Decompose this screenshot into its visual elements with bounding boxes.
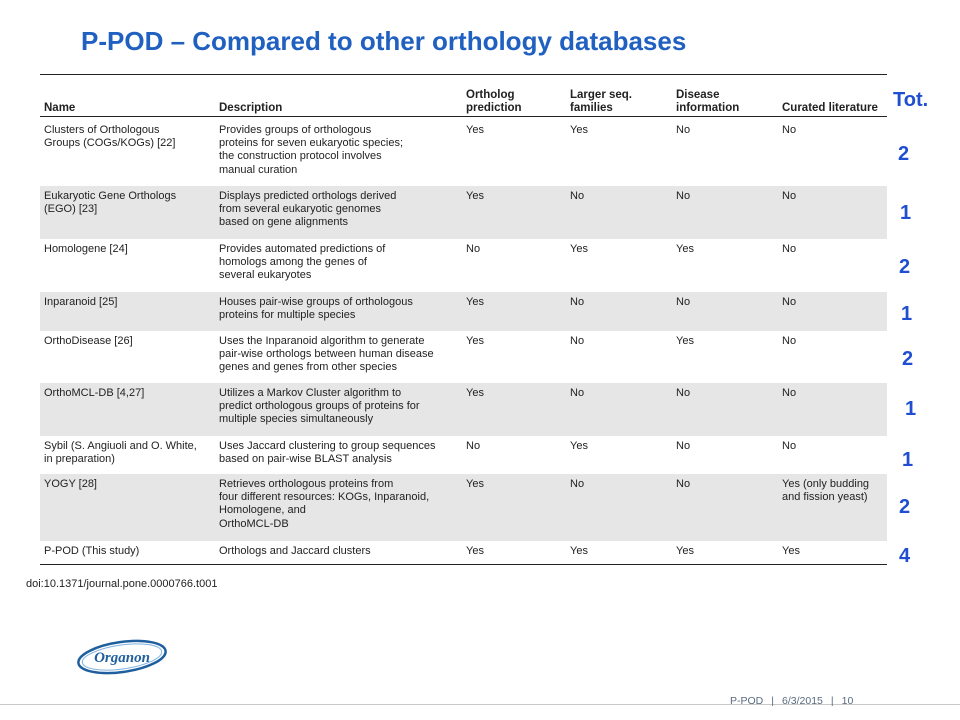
cell-name: YOGY [28] [44,478,97,490]
cell-curated: No [782,243,797,255]
cell-name: OrthoMCL-DB [4,27] [44,387,145,399]
total-value: 1 [905,398,917,420]
total-value: 1 [902,449,914,471]
cell-curated: No [782,440,797,452]
cell-ortholog: Yes [466,478,484,490]
cell-larger-families: No [570,478,585,490]
cell-name: Clusters of Orthologous Groups (COGs/KOG… [44,124,176,150]
cell-larger-families: Yes [570,545,588,557]
cell-name: Eukaryotic Gene Orthologs (EGO) [23] [44,190,177,216]
cell-name: OrthoDisease [26] [44,335,133,347]
total-value: 2 [899,496,911,518]
cell-disease: Yes [676,243,694,255]
table-row: YOGY [28] Retrieves orthologous proteins … [40,474,887,541]
cell-disease: No [676,478,691,490]
cell-name: Inparanoid [25] [44,296,118,308]
total-value: 1 [901,303,913,325]
table-row: Clusters of Orthologous Groups (COGs/KOG… [40,120,887,186]
cell-disease: Yes [676,335,694,347]
footer-rule [0,704,960,705]
total-value: 1 [900,202,912,224]
footer-page-number: 10 [841,695,854,707]
header-disease-information: Disease information [676,89,740,114]
header-ortholog-prediction: Ortholog prediction [466,89,522,114]
totals-header: Tot. [893,89,929,111]
table-row: Sybil (S. Angiuoli and O. White, in prep… [40,436,887,474]
cell-disease: No [676,387,691,399]
footer-section: P-POD [730,695,764,707]
cell-description: Provides groups of orthologous proteins … [219,124,404,176]
cell-description: Retrieves orthologous proteins from four… [219,478,430,530]
cell-curated: Yes [782,545,800,557]
cell-curated: No [782,335,797,347]
cell-ortholog: Yes [466,545,484,557]
table-top-rule [40,74,887,75]
table-row: Inparanoid [25] Houses pair-wise groups o… [40,292,887,331]
cell-larger-families: No [570,296,585,308]
total-value: 4 [899,545,911,567]
table-row: OrthoMCL-DB [4,27] Utilizes a Markov Clus… [40,383,887,436]
footer: P-POD | 6/3/2015 | 10 [730,695,854,707]
svg-text:Organon: Organon [94,650,150,666]
table-row: OrthoDisease [26] Uses the Inparanoid alg… [40,331,887,383]
cell-description: Orthologs and Jaccard clusters [219,545,371,557]
cell-ortholog: No [466,440,481,452]
footer-date: 6/3/2015 [782,695,823,707]
header-description: Description [219,102,283,114]
total-value: 2 [899,256,911,278]
cell-ortholog: Yes [466,335,484,347]
cell-curated: Yes (only budding and fission yeast) [782,478,870,504]
cell-disease: No [676,440,691,452]
doi-citation: doi:10.1371/journal.pone.0000766.t001 [26,578,218,590]
table-row: Homologene [24] Provides automated predic… [40,239,887,292]
comparison-table: Name Description Ortholog prediction Larger… [28,73,887,591]
table-bottom-rule [40,564,887,565]
cell-curated: No [782,387,797,399]
cell-larger-families: Yes [570,243,588,255]
cell-description: Provides automated predictions of homolo… [219,243,386,282]
cell-ortholog: Yes [466,190,484,202]
cell-ortholog: Yes [466,124,484,136]
cell-description: Houses pair-wise groups of orthologous p… [219,296,413,322]
cell-disease: No [676,190,691,202]
cell-name: P-POD (This study) [44,545,140,557]
cell-larger-families: Yes [570,440,588,452]
cell-name: Sybil (S. Angiuoli and O. White, in prep… [44,440,197,466]
organon-logo: Organon [77,639,167,675]
table-header-rule [40,116,887,117]
header-curated-literature: Curated literature [782,102,878,114]
header-name: Name [44,102,76,114]
cell-curated: No [782,296,797,308]
cell-disease: No [676,296,691,308]
cell-ortholog: Yes [466,296,484,308]
cell-disease: No [676,124,691,136]
cell-curated: No [782,190,797,202]
total-value: 2 [898,143,910,165]
cell-larger-families: No [570,387,585,399]
cell-larger-families: No [570,190,585,202]
slide-title: P-POD – Compared to other orthology data… [81,26,687,56]
cell-ortholog: No [466,243,481,255]
cell-description: Uses the Inparanoid algorithm to generat… [219,335,434,374]
cell-larger-families: No [570,335,585,347]
total-value: 2 [902,348,914,370]
cell-disease: Yes [676,545,694,557]
cell-ortholog: Yes [466,387,484,399]
table-row: P-POD (This study) Orthologs and Jaccard … [40,541,887,563]
cell-description: Uses Jaccard clustering to group sequenc… [219,440,436,466]
cell-larger-families: Yes [570,124,588,136]
table-row: Eukaryotic Gene Orthologs (EGO) [23] Disp… [40,186,887,239]
cell-description: Utilizes a Markov Cluster algorithm to p… [219,387,420,426]
header-larger-seq-families: Larger seq. families [570,89,632,114]
cell-name: Homologene [24] [44,243,128,255]
cell-description: Displays predicted orthologs derived fro… [219,190,397,229]
cell-curated: No [782,124,797,136]
